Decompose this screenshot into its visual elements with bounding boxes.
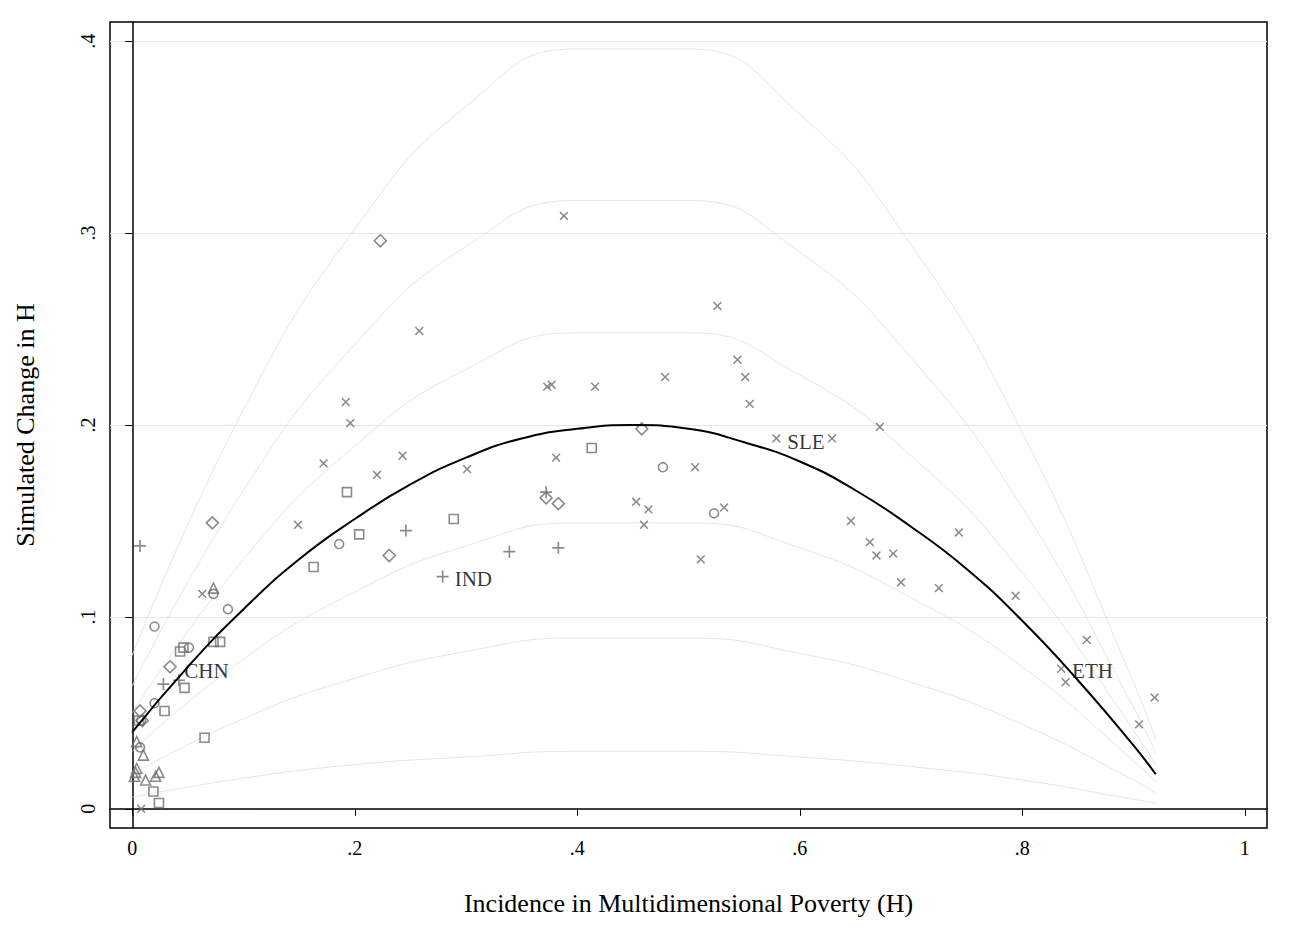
svg-text:1: 1: [1240, 837, 1250, 859]
svg-text:0: 0: [77, 804, 99, 814]
svg-text:ETH: ETH: [1072, 659, 1113, 683]
svg-text:SLE: SLE: [787, 430, 824, 454]
svg-text:.3: .3: [77, 226, 99, 241]
svg-text:.2: .2: [77, 418, 99, 433]
svg-text:.8: .8: [1015, 837, 1030, 859]
svg-text:Incidence in Multidimensional: Incidence in Multidimensional Poverty (H…: [464, 889, 913, 918]
svg-text:.6: .6: [792, 837, 807, 859]
svg-text:.2: .2: [347, 837, 362, 859]
svg-text:Simulated Change in H: Simulated Change in H: [11, 303, 40, 547]
svg-text:CHN: CHN: [184, 659, 228, 683]
svg-text:0: 0: [127, 837, 137, 859]
svg-text:.1: .1: [77, 609, 99, 624]
svg-text:.4: .4: [570, 837, 585, 859]
svg-text:IND: IND: [455, 567, 492, 591]
svg-text:.4: .4: [77, 34, 99, 49]
